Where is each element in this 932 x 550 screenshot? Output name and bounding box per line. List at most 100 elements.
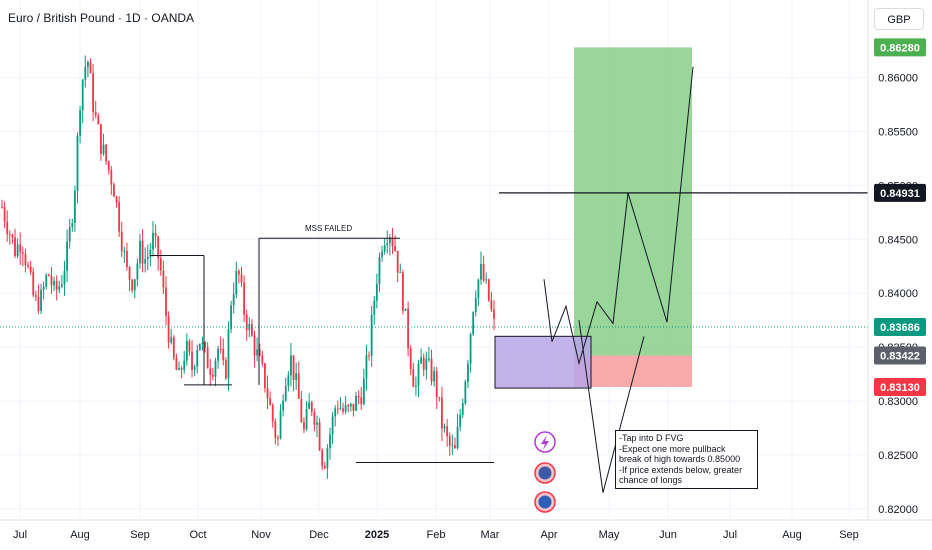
candle-body xyxy=(14,237,16,257)
candle-body xyxy=(235,270,238,295)
candle-body xyxy=(313,411,316,425)
candle-body xyxy=(422,357,425,370)
candle-body xyxy=(60,284,63,287)
candle-body xyxy=(32,271,35,296)
candle-body xyxy=(399,272,402,274)
candle-body xyxy=(383,245,386,252)
candle-body xyxy=(240,274,243,283)
candle-body xyxy=(243,282,245,315)
candle-body xyxy=(198,343,201,350)
candle-body xyxy=(282,400,285,411)
candle-body xyxy=(256,349,259,356)
candle-body xyxy=(258,349,261,356)
candle-body xyxy=(136,263,139,280)
candle-body xyxy=(45,274,48,287)
price-axis[interactable]: 0.860000.855000.850000.845000.840000.835… xyxy=(867,0,932,520)
price-axis-bg xyxy=(868,0,932,520)
time-tick-label: 2025 xyxy=(365,529,389,541)
candle-body xyxy=(146,257,149,260)
candle-body xyxy=(102,144,105,154)
time-tick-label: Nov xyxy=(251,529,271,541)
candle-body xyxy=(133,279,136,291)
candle-body xyxy=(201,342,204,344)
note-line: break of high towards 0.85000 xyxy=(619,454,741,464)
candle-body xyxy=(271,404,274,422)
time-tick-label: Dec xyxy=(309,529,329,541)
candle-body xyxy=(175,357,178,370)
alt-projection-path xyxy=(578,320,645,493)
stop-zone xyxy=(574,355,692,387)
candle-body xyxy=(334,408,337,417)
candle-body xyxy=(287,375,290,386)
candle-body xyxy=(454,445,456,449)
time-tick-label: May xyxy=(599,529,620,541)
candle-body xyxy=(79,110,81,136)
candle-body xyxy=(185,341,188,361)
candle-body xyxy=(224,360,227,379)
currency-selector[interactable]: GBP xyxy=(874,8,924,30)
candle-body xyxy=(227,328,230,379)
candle-body xyxy=(482,263,485,281)
flag-glyph xyxy=(538,466,552,480)
candle-body xyxy=(459,414,462,427)
candle-body xyxy=(141,240,144,264)
candle-body xyxy=(347,405,350,407)
time-tick-label: Feb xyxy=(427,529,446,541)
price-tag-target xyxy=(874,38,926,57)
candle-body xyxy=(261,355,264,364)
price-tick-label: 0.82500 xyxy=(878,450,918,462)
candle-body xyxy=(68,227,71,242)
candle-body xyxy=(115,196,118,203)
candle-body xyxy=(94,112,97,116)
candle-body xyxy=(110,169,113,185)
candle-body xyxy=(58,286,61,290)
time-axis[interactable]: Jul Aug Sep Oct Nov Dec 2025 Feb Mar Apr May Jun Jul… xyxy=(0,519,932,550)
candle-body xyxy=(415,385,417,387)
candle-body xyxy=(316,422,318,425)
candle-body xyxy=(1,206,3,208)
candle-body xyxy=(375,284,378,301)
candle-body xyxy=(232,294,235,306)
candle-body xyxy=(131,279,134,291)
price-tick-label: 0.82000 xyxy=(878,504,918,516)
time-tick-label: Jul xyxy=(13,529,27,541)
uk-flag-icon xyxy=(534,462,556,484)
candle-body xyxy=(180,368,183,370)
candle-body xyxy=(92,73,95,113)
candle-body xyxy=(451,445,454,447)
position-zones xyxy=(494,47,692,389)
candle-body xyxy=(55,281,58,290)
price-tick-label: 0.86000 xyxy=(878,73,918,85)
target-zone xyxy=(574,47,692,356)
candle-body xyxy=(284,385,287,401)
candle-body xyxy=(209,368,212,375)
candle-body xyxy=(365,355,368,379)
candle-body xyxy=(404,308,407,311)
candle-body xyxy=(308,402,311,409)
candle-body xyxy=(165,287,167,317)
candle-body xyxy=(352,403,355,411)
candle-body xyxy=(84,66,87,81)
candle-body xyxy=(172,337,175,358)
candle-body xyxy=(105,144,108,162)
candle-body xyxy=(370,314,373,356)
candle-body xyxy=(318,422,321,451)
trade-note: -Tap into D FVG -Expect one more pullbac… xyxy=(615,430,758,489)
candle-body xyxy=(206,347,209,369)
candle-body xyxy=(253,335,256,356)
candle-body xyxy=(19,244,22,253)
candle-body xyxy=(388,237,391,244)
candle-body xyxy=(336,408,339,410)
candle-body xyxy=(342,408,344,412)
candle-body xyxy=(123,250,126,252)
price-tag-current xyxy=(874,318,926,337)
price-candles xyxy=(1,55,495,479)
candle-body xyxy=(219,348,222,350)
time-tick-label: Sep xyxy=(130,529,150,541)
candle-body xyxy=(214,360,217,377)
candle-body xyxy=(373,300,376,315)
candle-body xyxy=(154,232,157,237)
candle-body xyxy=(211,374,214,377)
candle-body xyxy=(274,421,277,438)
